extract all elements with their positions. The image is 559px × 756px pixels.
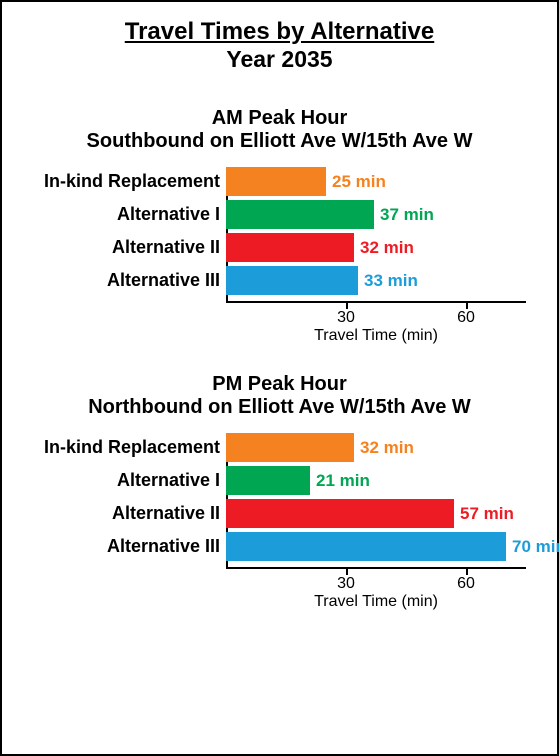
chart-area: In-kind Replacement 25 min Alternative I 37…: [20, 167, 539, 341]
x-axis: [226, 301, 526, 303]
category-label: Alternative III: [20, 270, 226, 291]
value-label: 21 min: [316, 471, 370, 491]
bar: [226, 266, 358, 295]
x-tick: [466, 567, 468, 575]
chart-title: AM Peak Hour: [20, 107, 539, 130]
page-title: Travel Times by Alternative: [20, 18, 539, 46]
chart-0: AM Peak HourSouthbound on Elliott Ave W/…: [20, 107, 539, 341]
page-subtitle: Year 2035: [20, 46, 539, 73]
x-axis-title: Travel Time (min): [314, 327, 438, 345]
bar: [226, 233, 354, 262]
bar-plot: 57 min: [226, 499, 526, 528]
bar: [226, 532, 506, 561]
bar-row: Alternative III70 min: [20, 532, 539, 561]
x-axis: [226, 567, 526, 569]
category-label: Alternative I: [20, 204, 226, 225]
bar-row: In-kind Replacement 32 min: [20, 433, 539, 462]
category-label: In-kind Replacement: [20, 437, 226, 458]
bar: [226, 200, 374, 229]
bar-row: Alternative III 33 min: [20, 266, 539, 295]
x-tick-label: 30: [337, 309, 355, 327]
x-tick-label: 60: [457, 309, 475, 327]
chart-subtitle: Southbound on Elliott Ave W/15th Ave W: [20, 130, 539, 153]
value-label: 33 min: [364, 271, 418, 291]
bar: [226, 499, 454, 528]
bar: [226, 466, 310, 495]
category-label: Alternative II: [20, 237, 226, 258]
bar-plot: 37 min: [226, 200, 526, 229]
chart-title: PM Peak Hour: [20, 373, 539, 396]
bar: [226, 167, 326, 196]
x-tick: [346, 567, 348, 575]
bar-plot: 25 min: [226, 167, 526, 196]
bar-row: Alternative I 37 min: [20, 200, 539, 229]
x-tick-label: 60: [457, 575, 475, 593]
x-axis-title: Travel Time (min): [314, 593, 438, 611]
chart-subtitle: Northbound on Elliott Ave W/15th Ave W: [20, 396, 539, 419]
bar-plot: 33 min: [226, 266, 526, 295]
bar: [226, 433, 354, 462]
bar-row: Alternative II 32 min: [20, 233, 539, 262]
value-label: 32 min: [360, 438, 414, 458]
chart-1: PM Peak HourNorthbound on Elliott Ave W/…: [20, 373, 539, 607]
value-label: 57 min: [460, 504, 514, 524]
bar-plot: 70 min: [226, 532, 526, 561]
value-label: 25 min: [332, 172, 386, 192]
bar-plot: 32 min: [226, 433, 526, 462]
x-tick-label: 30: [337, 575, 355, 593]
category-label: Alternative III: [20, 536, 226, 557]
bar-row: In-kind Replacement 25 min: [20, 167, 539, 196]
x-tick: [346, 301, 348, 309]
x-tick: [466, 301, 468, 309]
category-label: In-kind Replacement: [20, 171, 226, 192]
charts-container: AM Peak HourSouthbound on Elliott Ave W/…: [20, 107, 539, 607]
bar-plot: 32 min: [226, 233, 526, 262]
value-label: 32 min: [360, 238, 414, 258]
bar-row: Alternative II 57 min: [20, 499, 539, 528]
value-label: 37 min: [380, 205, 434, 225]
chart-area: In-kind Replacement 32 min Alternative I 21…: [20, 433, 539, 607]
bar-row: Alternative I 21 min: [20, 466, 539, 495]
bar-plot: 21 min: [226, 466, 526, 495]
value-label: 70 min: [512, 537, 559, 557]
category-label: Alternative II: [20, 503, 226, 524]
category-label: Alternative I: [20, 470, 226, 491]
